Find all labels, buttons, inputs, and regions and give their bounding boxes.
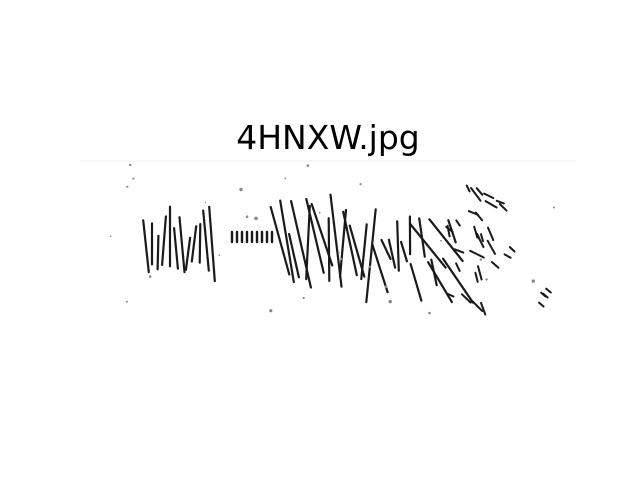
noise-dot bbox=[148, 275, 152, 278]
glyph-w-stroke bbox=[470, 187, 482, 202]
captcha-distorted-text bbox=[142, 184, 552, 316]
noise-dot bbox=[218, 254, 221, 256]
glyph-w-stroke bbox=[475, 187, 484, 196]
noise-dot bbox=[284, 177, 287, 180]
noise-dot bbox=[132, 177, 135, 180]
noise-dot bbox=[368, 265, 372, 268]
glyph-4-stroke bbox=[202, 209, 210, 272]
glyph-hn-stroke bbox=[305, 197, 325, 274]
glyph-4-stroke bbox=[142, 219, 150, 274]
glyph-w-stroke bbox=[461, 293, 472, 304]
glyph-x-stroke bbox=[441, 257, 475, 304]
glyph-w-stroke bbox=[446, 292, 455, 298]
glyph-w-stroke bbox=[487, 226, 495, 242]
captcha-image bbox=[80, 160, 576, 324]
glyph-w-stroke bbox=[498, 203, 508, 212]
glyph-w-stroke bbox=[477, 265, 483, 281]
glyph-hn-stroke bbox=[290, 199, 312, 289]
glyph-w-stroke bbox=[455, 262, 461, 272]
noise-dot bbox=[384, 285, 388, 289]
noise-dot bbox=[318, 211, 321, 214]
captcha-image-canvas bbox=[80, 160, 576, 324]
noise-dot bbox=[245, 215, 249, 218]
captcha-noise-dots bbox=[109, 163, 555, 315]
noise-dot bbox=[254, 216, 258, 221]
glyph-w-stroke bbox=[475, 232, 485, 249]
glyph-w-stroke bbox=[486, 239, 496, 255]
noise-dot bbox=[269, 309, 273, 313]
glyph-4-stroke bbox=[156, 234, 160, 271]
glyph-4-stroke bbox=[160, 215, 168, 267]
noise-dot bbox=[428, 311, 431, 315]
glyph-w-stroke bbox=[469, 249, 485, 259]
noise-dot bbox=[109, 235, 112, 238]
noise-dot bbox=[359, 183, 362, 186]
glyph-hn-stroke bbox=[327, 217, 331, 283]
noise-dot bbox=[306, 164, 310, 167]
glyph-hn-stroke bbox=[305, 204, 311, 281]
noise-dot bbox=[388, 299, 392, 304]
noise-dot bbox=[479, 258, 482, 261]
glyph-w-stroke bbox=[446, 224, 451, 238]
noise-dot bbox=[129, 163, 132, 167]
glyph-4-stroke bbox=[198, 222, 202, 264]
glyph-w-stroke bbox=[495, 199, 505, 205]
glyph-w-stroke bbox=[483, 192, 495, 199]
noise-dot bbox=[337, 251, 340, 254]
glyph-w-stroke bbox=[480, 301, 487, 316]
glyph-w-stroke bbox=[503, 253, 512, 259]
glyph-x-stroke bbox=[409, 223, 447, 269]
glyph-x-stroke bbox=[380, 238, 392, 261]
glyph-w-stroke bbox=[467, 210, 479, 216]
glyph-w-stroke bbox=[508, 246, 516, 253]
glyph-x-stroke bbox=[400, 240, 408, 263]
noise-dot bbox=[125, 300, 128, 303]
noise-dot bbox=[204, 201, 207, 204]
glyph-w-stroke bbox=[484, 200, 498, 209]
glyph-edge-stroke bbox=[540, 291, 547, 298]
glyph-hn-stroke bbox=[279, 199, 295, 284]
glyph-x-stroke bbox=[409, 262, 423, 302]
glyph-hn-stroke bbox=[342, 210, 358, 277]
glyph-w-stroke bbox=[453, 248, 465, 254]
glyph-x-stroke bbox=[427, 261, 453, 304]
noise-dot bbox=[302, 296, 305, 300]
noise-dot bbox=[126, 185, 129, 188]
glyph-x-stroke bbox=[371, 243, 389, 294]
glyph-4-stroke bbox=[208, 205, 216, 283]
glyph-hn-stroke bbox=[269, 205, 291, 276]
noise-dot bbox=[340, 257, 343, 261]
glyph-w-stroke bbox=[480, 233, 484, 243]
glyph-w-stroke bbox=[465, 184, 471, 193]
glyph-hn-stroke bbox=[360, 223, 368, 281]
glyph-w-stroke bbox=[470, 299, 484, 313]
figure-title: 4HNXW.jpg bbox=[236, 118, 420, 157]
noise-dot bbox=[531, 279, 535, 283]
noise-dot bbox=[552, 206, 555, 209]
glyph-edge-stroke bbox=[538, 301, 545, 308]
glyph-4-stroke bbox=[172, 227, 180, 270]
glyph-x-stroke bbox=[387, 238, 397, 269]
noise-dot bbox=[485, 278, 488, 281]
glyph-4-stroke bbox=[184, 236, 192, 271]
glyph-w-stroke bbox=[490, 261, 500, 269]
glyph-w-stroke bbox=[474, 271, 479, 283]
glyph-hn-stroke bbox=[365, 208, 377, 304]
glyph-4-stroke bbox=[178, 216, 186, 274]
glyph-edge-stroke bbox=[545, 287, 552, 294]
noise-dot bbox=[440, 239, 442, 242]
glyph-x-stroke bbox=[428, 218, 464, 263]
glyph-w-stroke bbox=[455, 219, 461, 227]
glyph-hn-stroke bbox=[288, 232, 300, 279]
noise-dot bbox=[239, 187, 243, 192]
glyph-4-stroke bbox=[190, 225, 198, 263]
glyph-x-stroke bbox=[396, 220, 400, 272]
